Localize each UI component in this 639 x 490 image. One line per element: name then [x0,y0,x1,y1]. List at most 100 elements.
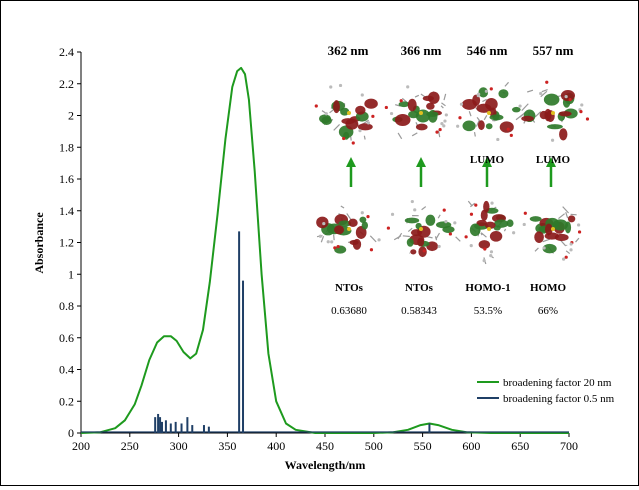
atom [578,230,581,233]
atom [551,139,554,142]
atom [458,116,461,119]
orbital-lobe [521,116,534,122]
atom [361,211,364,214]
transition-lower-orbital: HOMO-1 [465,282,510,294]
atom [456,125,459,128]
atom [406,85,409,88]
atom [496,138,499,141]
y-tick-label: 0.8 [59,299,74,313]
atom [325,112,328,115]
bond [475,132,476,136]
orbital-lobe [416,124,428,131]
orbital-lobe [462,99,477,110]
atom [411,200,414,203]
orbital-lobe [470,224,481,237]
atom [333,246,336,249]
orbital-lobe [507,219,514,227]
atom [483,247,486,250]
atom [435,131,438,134]
atom [545,81,548,84]
orbital-lobe [410,249,416,254]
bond [364,136,365,140]
orbital-lobe [334,225,344,234]
orbital-lobe [544,94,560,106]
center-atom [551,111,555,115]
atom [569,248,572,251]
atom [512,231,515,234]
atom [443,208,446,211]
atom [444,220,447,223]
atom [470,213,473,216]
center-atom [487,227,491,231]
x-tick-label: 700 [560,439,578,453]
orbital-lobe [483,201,489,213]
orbital-lobe [353,239,361,250]
orbital-lobe [316,217,328,229]
x-tick-label: 550 [414,439,432,453]
transition-wavelength: 362 nm [328,43,369,58]
atom [443,119,446,122]
atom [490,250,493,253]
x-tick-label: 450 [316,439,334,453]
transition-wavelength: 557 nm [533,43,574,58]
atom [477,94,480,97]
atom [445,113,448,116]
orbital-lobe [355,106,365,115]
orbital-lobe [319,114,331,123]
orbital-lobe [512,107,521,112]
atom [439,128,442,131]
atom [319,235,322,238]
atom [423,249,426,252]
y-tick-label: 1.2 [59,236,74,250]
x-tick-label: 250 [121,439,139,453]
atom [371,115,374,118]
orbital-lobe [485,98,498,110]
atom [562,258,565,261]
orbital-lobe [568,215,575,222]
bond [403,236,410,237]
x-tick-label: 200 [72,439,90,453]
orbital-lobe [442,226,454,233]
transition-weight: 53.5% [474,305,502,317]
y-axis-label: Absorbance [32,212,46,274]
atom [507,128,510,131]
atom [580,103,583,106]
atom [342,137,345,140]
atom [440,122,443,125]
atom [577,223,580,226]
x-tick-label: 500 [365,439,383,453]
transition-lower-orbital: NTOs [405,282,434,294]
transition-wavelength: 366 nm [401,43,442,58]
atom [518,104,521,107]
x-tick-label: 350 [218,439,236,453]
orbital-lobe [530,216,542,222]
orbital-lobe [561,90,575,101]
atom [370,248,373,251]
atom [490,202,493,205]
atom [523,223,526,226]
bond [334,235,335,241]
atom [579,110,582,113]
legend-entry: broadening factor 0.5 nm [503,393,615,405]
atom [539,92,542,95]
orbital-lobe [500,121,514,132]
orbital-lobe [547,124,563,129]
atom [385,106,388,109]
atom [391,213,394,216]
atom [377,238,380,241]
orbital-lobe [364,99,377,109]
atom [322,222,325,225]
center-atom [419,227,423,231]
orbital-lobe [359,217,366,223]
y-tick-label: 2.2 [59,77,74,91]
atom [465,235,468,238]
atom [339,84,342,87]
y-tick-label: 2 [68,109,74,123]
orbital-lobe [545,232,559,239]
orbital-lobe [407,238,414,247]
atom [569,98,572,101]
atom [413,208,416,211]
y-tick-label: 1 [68,267,74,281]
orbital-lobe [345,119,358,130]
center-atom [487,111,491,115]
